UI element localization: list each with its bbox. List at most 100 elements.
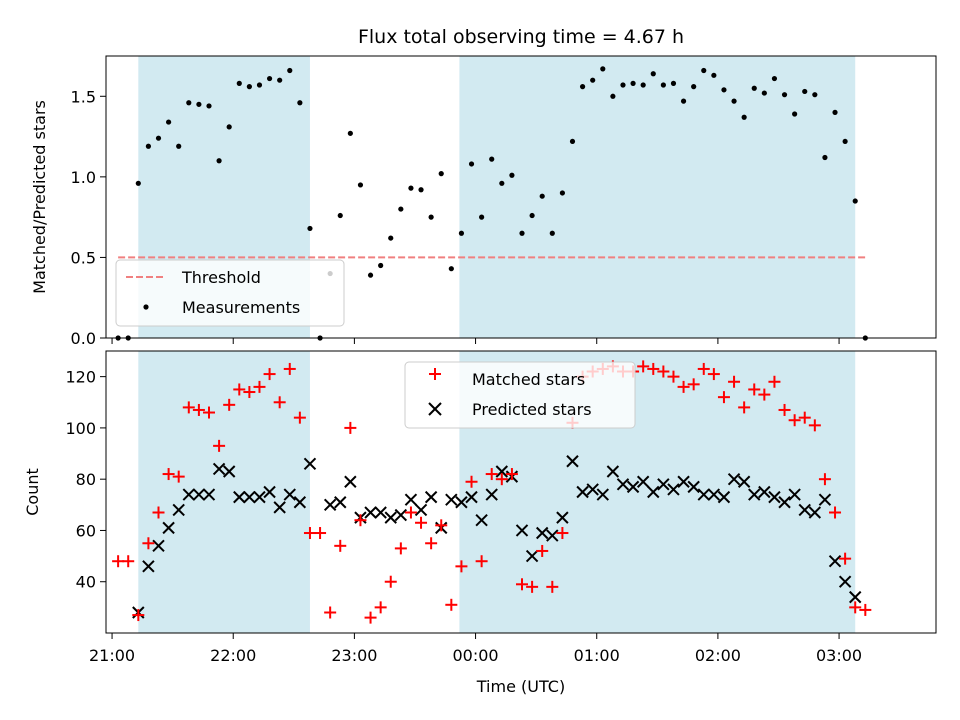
predicted-star-marker bbox=[233, 490, 246, 504]
measurement-point bbox=[721, 87, 727, 93]
predicted-marker-stroke bbox=[687, 480, 700, 494]
predicted-marker-stroke bbox=[273, 501, 286, 514]
matched-star-marker bbox=[707, 368, 720, 381]
predicted-star-marker bbox=[818, 493, 832, 506]
predicted-marker-stroke bbox=[152, 539, 165, 553]
predicted-marker-stroke bbox=[364, 506, 377, 519]
predicted-marker-stroke bbox=[202, 488, 216, 501]
measurement-point bbox=[771, 75, 778, 82]
measurement-point bbox=[792, 111, 798, 117]
predicted-star-marker bbox=[212, 462, 226, 476]
matched-star-marker bbox=[738, 401, 751, 414]
predicted-marker-stroke bbox=[212, 462, 226, 476]
legend-matched-label: Matched stars bbox=[472, 370, 585, 389]
measurement-point bbox=[277, 77, 283, 83]
legend-measurements-swatch bbox=[143, 304, 149, 310]
predicted-star-marker bbox=[596, 488, 609, 501]
matched-star-marker bbox=[162, 468, 175, 481]
measurement-point bbox=[650, 71, 656, 77]
predicted-star-marker bbox=[283, 488, 296, 501]
predicted-star-marker bbox=[697, 488, 710, 501]
measurement-point bbox=[620, 82, 626, 88]
matched-star-marker bbox=[505, 468, 518, 481]
legend-measurements-label: Measurements bbox=[182, 298, 300, 317]
predicted-star-marker bbox=[727, 472, 741, 486]
measurement-point bbox=[731, 98, 737, 104]
predicted-marker-stroke bbox=[323, 498, 337, 512]
predicted-marker-stroke bbox=[768, 490, 781, 504]
predicted-marker-stroke bbox=[485, 488, 498, 501]
measurement-point bbox=[236, 80, 242, 86]
predicted-marker-stroke bbox=[849, 590, 862, 604]
measurement-point bbox=[297, 100, 303, 106]
matched-star-marker bbox=[283, 362, 296, 375]
measurement-point bbox=[559, 190, 565, 196]
predicted-marker-stroke bbox=[737, 475, 751, 488]
predicted-star-marker bbox=[576, 485, 589, 499]
measurement-point bbox=[216, 158, 222, 164]
bottom-panel: 40 60 80 100 120 21:00 22:00 23:00 00:00 01:00 02… bbox=[23, 350, 937, 696]
predicted-star-marker bbox=[394, 508, 408, 522]
matched-star-marker bbox=[465, 475, 478, 488]
predicted-marker-stroke bbox=[697, 488, 710, 501]
predicted-marker-stroke bbox=[556, 511, 569, 524]
y-tick-label: 120 bbox=[65, 368, 96, 387]
predicted-star-marker bbox=[616, 478, 630, 491]
measurement-point bbox=[145, 143, 152, 149]
measurement-point bbox=[468, 161, 475, 167]
predicted-marker-stroke bbox=[707, 488, 721, 501]
predicted-star-marker bbox=[485, 488, 498, 501]
matched-star-marker bbox=[687, 378, 700, 391]
predicted-marker-stroke bbox=[647, 485, 660, 499]
predicted-marker-stroke bbox=[667, 483, 680, 496]
predicted-star-marker bbox=[334, 496, 347, 509]
y-tick-label: 1.5 bbox=[71, 87, 96, 106]
predicted-star-marker bbox=[414, 503, 428, 517]
x-tick-label: 21:00 bbox=[89, 646, 135, 665]
measurement-point bbox=[499, 180, 505, 186]
predicted-star-marker bbox=[717, 490, 731, 504]
predicted-marker-stroke bbox=[798, 503, 811, 517]
matched-star-marker bbox=[172, 470, 185, 483]
predicted-marker-stroke bbox=[445, 493, 458, 506]
predicted-star-marker bbox=[445, 493, 458, 506]
matched-star-marker bbox=[475, 555, 488, 568]
measurement-point bbox=[802, 88, 808, 95]
predicted-star-marker bbox=[495, 465, 509, 478]
matched-star-marker bbox=[647, 362, 660, 375]
top-shaded-intervals bbox=[138, 56, 856, 338]
measurement-point bbox=[852, 198, 858, 204]
predicted-marker-stroke bbox=[162, 521, 175, 535]
predicted-marker-stroke bbox=[455, 496, 468, 509]
matched-star-marker bbox=[526, 580, 539, 593]
predicted-marker-stroke bbox=[283, 488, 296, 501]
predicted-star-marker bbox=[788, 488, 801, 501]
predicted-marker-stroke bbox=[788, 488, 801, 501]
predicted-star-marker bbox=[626, 480, 640, 494]
measurement-point bbox=[246, 84, 252, 90]
matched-star-marker bbox=[657, 365, 670, 378]
legend-threshold-label: Threshold bbox=[181, 268, 261, 287]
predicted-star-marker bbox=[546, 529, 559, 542]
matched-star-marker bbox=[233, 383, 246, 396]
measurement-point bbox=[226, 124, 232, 130]
legend-matched-swatch bbox=[429, 368, 441, 380]
measurement-point bbox=[741, 114, 747, 120]
predicted-star-marker bbox=[142, 560, 155, 573]
measurement-point bbox=[176, 143, 182, 149]
predicted-star-marker bbox=[687, 480, 700, 494]
measurement-point bbox=[781, 92, 788, 98]
matched-star-marker bbox=[798, 411, 811, 424]
matched-star-marker bbox=[384, 575, 397, 588]
measurement-point bbox=[378, 262, 384, 269]
predicted-star-marker bbox=[828, 555, 842, 568]
chart-title: Flux total observing time = 4.67 h bbox=[358, 26, 684, 48]
predicted-marker-stroke bbox=[677, 475, 690, 488]
predicted-marker-stroke bbox=[576, 485, 589, 499]
matched-star-marker bbox=[152, 506, 165, 519]
predicted-star-marker bbox=[778, 496, 791, 509]
matched-star-marker bbox=[404, 506, 417, 519]
predicted-marker-stroke bbox=[818, 493, 832, 506]
predicted-star-marker bbox=[556, 511, 569, 524]
predicted-marker-stroke bbox=[586, 483, 599, 496]
